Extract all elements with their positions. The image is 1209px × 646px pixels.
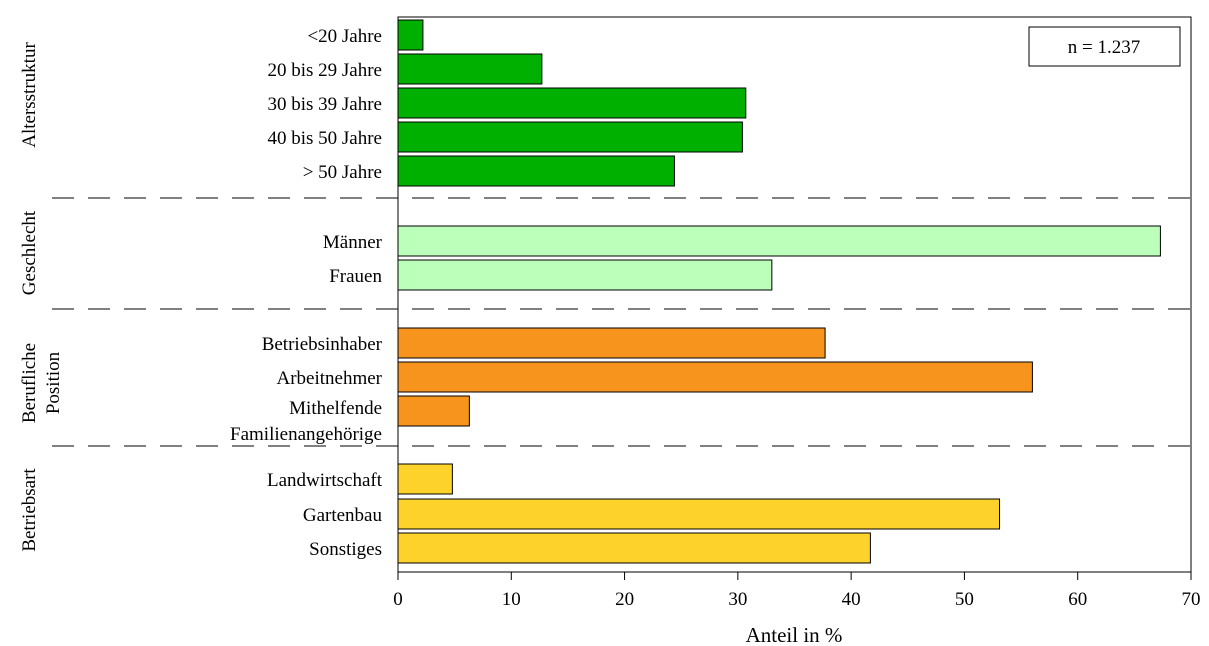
bar-berufliche-position-0 bbox=[397, 327, 826, 359]
plot-frame bbox=[397, 16, 1192, 573]
category-label: <20 Jahre bbox=[307, 26, 382, 47]
x-tick-label: 0 bbox=[393, 589, 403, 610]
category-label: 40 bis 50 Jahre bbox=[267, 128, 382, 149]
category-label: > 50 Jahre bbox=[303, 162, 382, 183]
group-label-altersstruktur: Altersstruktur bbox=[19, 42, 40, 148]
bars-layer bbox=[397, 19, 1161, 564]
group-label-betriebsart: Betriebsart bbox=[19, 468, 40, 552]
group-label-geschlecht: Geschlecht bbox=[19, 210, 40, 295]
x-tick-label: 60 bbox=[1068, 589, 1087, 610]
group-labels: Altersstruktur Geschlecht Berufliche Positi… bbox=[19, 42, 64, 552]
category-label: Mithelfende Familienangehörige bbox=[230, 398, 382, 445]
x-tick-label: 50 bbox=[955, 589, 974, 610]
category-labels: <20 Jahre 20 bis 29 Jahre 30 bis 39 Jahre 4… bbox=[230, 26, 383, 560]
x-tick-label: 70 bbox=[1182, 589, 1201, 610]
bar-geschlecht-1 bbox=[397, 259, 773, 291]
category-label: Arbeitnehmer bbox=[276, 368, 382, 389]
category-label: Männer bbox=[323, 232, 383, 253]
x-axis: 0 10 20 30 40 50 60 70 bbox=[393, 572, 1201, 610]
bar-betriebsart-0 bbox=[397, 463, 453, 495]
annotation-text: n = 1.237 bbox=[1068, 37, 1140, 58]
group-label-berufliche-position: Berufliche Position bbox=[19, 343, 64, 423]
bar-altersstruktur-0 bbox=[397, 19, 424, 51]
bar-berufliche-position-2 bbox=[397, 395, 470, 427]
bar-betriebsart-2 bbox=[397, 532, 871, 564]
annotation-box bbox=[1028, 26, 1181, 67]
category-label: Betriebsinhaber bbox=[262, 334, 383, 355]
category-label: Landwirtschaft bbox=[267, 470, 383, 491]
category-label: Gartenbau bbox=[303, 505, 383, 526]
bar-altersstruktur-3 bbox=[397, 121, 743, 153]
category-label: Sonstiges bbox=[309, 539, 382, 560]
x-axis-label: Anteil in % bbox=[746, 623, 843, 646]
bar-altersstruktur-1 bbox=[397, 53, 543, 85]
category-label: 30 bis 39 Jahre bbox=[267, 94, 382, 115]
bar-altersstruktur-4 bbox=[397, 155, 675, 187]
group-separators bbox=[52, 197, 1191, 447]
category-label: Frauen bbox=[329, 266, 382, 287]
sample-size-box: n = 1.237 bbox=[1028, 26, 1181, 67]
category-label: 20 bis 29 Jahre bbox=[267, 60, 382, 81]
bar-betriebsart-1 bbox=[397, 498, 1001, 530]
bar-altersstruktur-2 bbox=[397, 87, 747, 119]
x-tick-label: 30 bbox=[728, 589, 747, 610]
x-tick-label: 10 bbox=[502, 589, 521, 610]
bar-geschlecht-0 bbox=[397, 225, 1161, 257]
x-tick-label: 20 bbox=[615, 589, 634, 610]
bar-berufliche-position-1 bbox=[397, 361, 1033, 393]
x-tick-label: 40 bbox=[842, 589, 861, 610]
